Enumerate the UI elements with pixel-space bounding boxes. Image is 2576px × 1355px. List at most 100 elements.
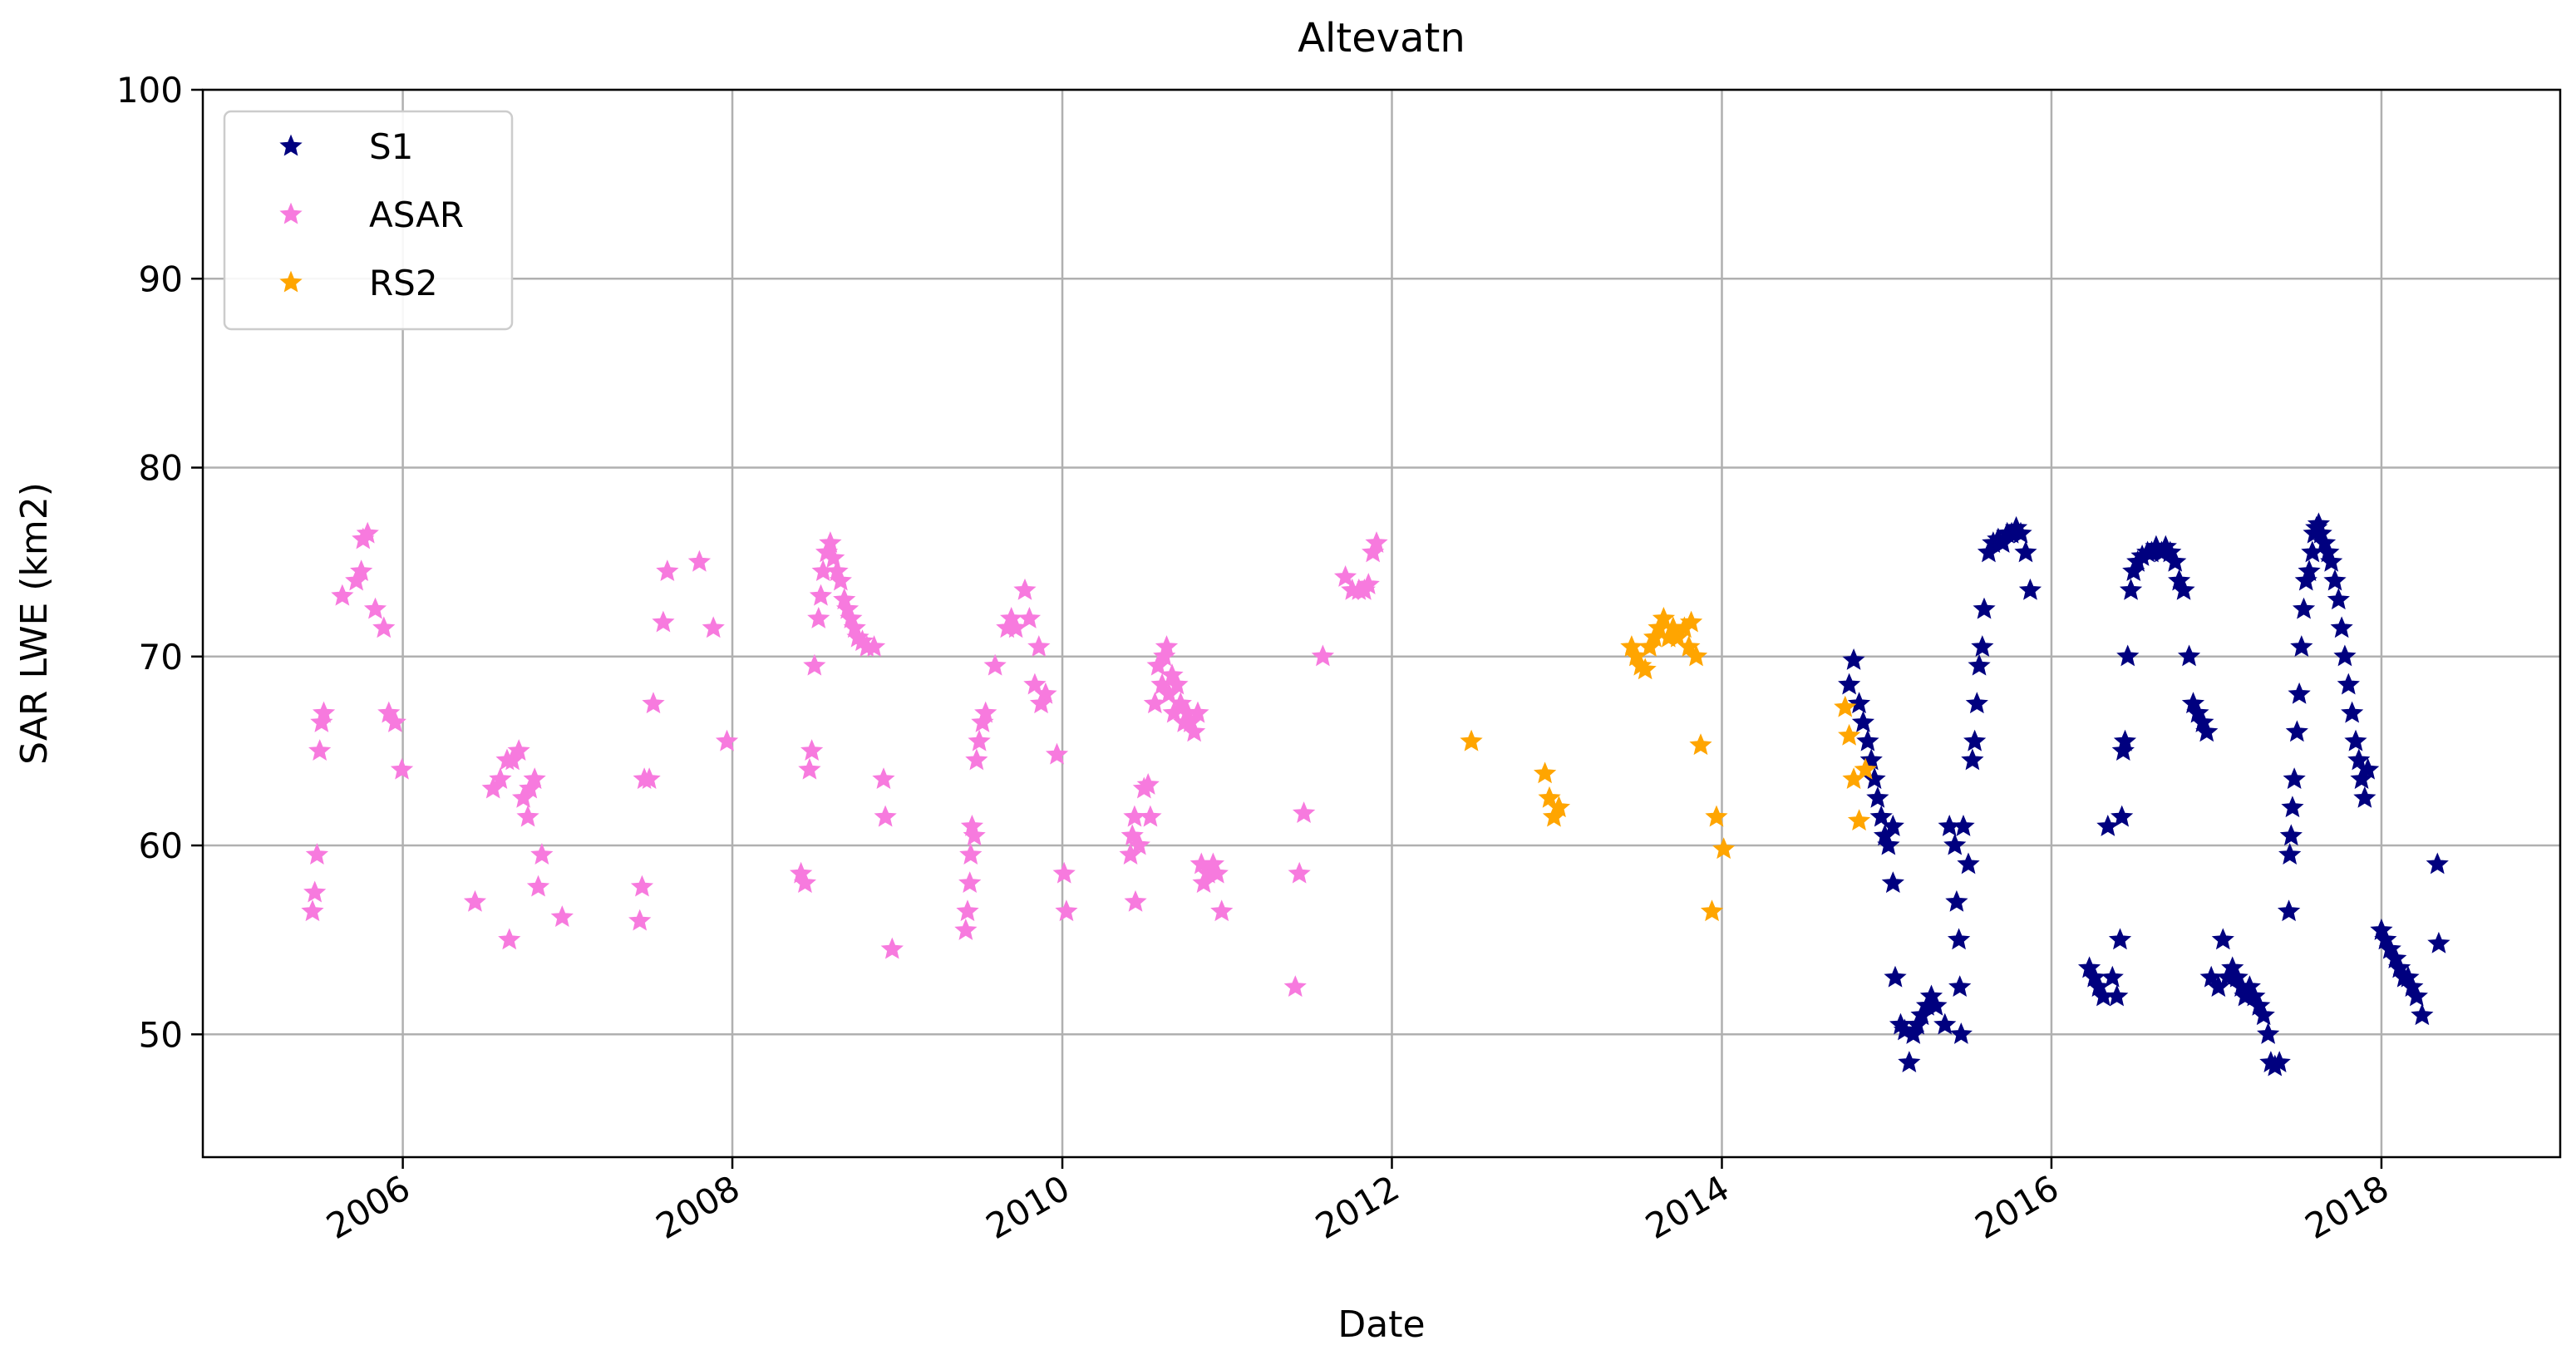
point-s1-12 [1881, 871, 1904, 894]
point-asar-18 [489, 767, 512, 790]
point-s1-122 [2353, 786, 2377, 808]
point-s1-56 [2111, 805, 2134, 827]
point-s1-70 [2164, 549, 2187, 572]
series-asar [301, 521, 1388, 998]
point-s1-100 [2288, 682, 2311, 704]
plot-area-frame [201, 88, 2562, 1159]
point-s1-112 [2320, 549, 2343, 572]
legend-marker-s1 [279, 134, 303, 156]
point-asar-69 [963, 824, 986, 846]
point-asar-78 [1013, 578, 1037, 600]
point-rs2-20 [1689, 733, 1712, 756]
point-s1-10 [1877, 833, 1900, 855]
point-s1-72 [2172, 578, 2195, 600]
point-asar-62 [874, 805, 897, 827]
point-asar-41 [793, 871, 817, 894]
point-rs2-18 [1679, 610, 1703, 633]
point-rs2-2 [1538, 786, 1561, 808]
point-s1-89 [2252, 1003, 2275, 1026]
point-asar-22 [507, 739, 530, 761]
legend-label-asar: ASAR [369, 195, 464, 235]
point-asar-126 [1365, 531, 1388, 553]
point-s1-101 [2290, 635, 2313, 657]
point-s1-90 [2257, 1022, 2280, 1044]
point-rs2-1 [1533, 761, 1557, 784]
point-s1-35 [1968, 653, 1991, 676]
point-asar-29 [550, 905, 574, 927]
point-asar-80 [1023, 673, 1047, 695]
point-asar-34 [642, 692, 665, 714]
point-rs2-8 [1633, 658, 1657, 680]
legend: S1 ASAR RS2 [223, 110, 514, 331]
point-asar-95 [1143, 692, 1166, 714]
point-asar-2 [305, 843, 329, 865]
point-s1-113 [2323, 569, 2347, 591]
point-s1-53 [2101, 965, 2124, 988]
x-axis-label: Date [1337, 1303, 1425, 1346]
point-s1-115 [2330, 616, 2353, 638]
point-asar-28 [530, 843, 554, 865]
point-s1-11 [1881, 814, 1904, 836]
point-rs2-23 [1712, 837, 1736, 860]
point-s1-118 [2341, 701, 2364, 723]
point-asar-46 [809, 584, 833, 606]
point-rs2-27 [1847, 809, 1871, 831]
point-rs2-19 [1684, 644, 1708, 667]
point-asar-17 [481, 776, 505, 799]
point-asar-44 [803, 653, 826, 676]
point-s1-104 [2298, 559, 2321, 582]
point-s1-95 [2278, 843, 2302, 865]
point-s1-45 [2009, 521, 2032, 544]
point-asar-35 [652, 610, 675, 633]
point-s1-60 [2119, 578, 2143, 600]
point-asar-16 [463, 889, 487, 912]
point-asar-73 [974, 701, 997, 723]
point-s1-25 [1943, 833, 1967, 855]
point-s1-59 [2116, 644, 2140, 667]
point-s1-119 [2344, 729, 2367, 751]
point-asar-24 [516, 805, 539, 827]
point-s1-73 [2177, 644, 2201, 667]
point-asar-81 [1027, 635, 1051, 657]
point-asar-103 [1165, 673, 1189, 695]
point-asar-71 [968, 729, 991, 751]
point-s1-13 [1884, 965, 1907, 988]
point-asar-118 [1292, 801, 1316, 823]
point-s1-26 [1945, 889, 1968, 912]
point-asar-114 [1205, 861, 1229, 884]
point-s1-8 [1869, 805, 1893, 827]
point-s1-34 [1965, 692, 1988, 714]
point-rs2-24 [1834, 695, 1857, 717]
chart-title: Altevatn [1298, 15, 1465, 62]
point-s1-55 [2108, 928, 2132, 950]
point-asar-120 [1333, 564, 1357, 587]
point-s1-117 [2337, 673, 2360, 695]
point-s1-31 [1957, 852, 1980, 875]
point-s1-120 [2347, 748, 2371, 771]
point-asar-65 [956, 899, 979, 922]
point-asar-6 [331, 584, 354, 606]
point-s1-46 [2014, 540, 2037, 563]
point-s1-33 [1963, 729, 1987, 751]
grid-lines [203, 88, 2560, 1157]
point-asar-27 [526, 875, 550, 897]
point-s1-3 [1851, 710, 1875, 732]
legend-items: S1 ASAR RS2 [279, 126, 464, 303]
point-s1-52 [2096, 814, 2120, 836]
point-asar-64 [954, 918, 978, 940]
point-asar-1 [303, 880, 327, 903]
point-s1-1 [1842, 648, 1865, 670]
point-asar-83 [1034, 682, 1057, 704]
point-asar-39 [715, 729, 739, 751]
point-asar-42 [798, 757, 821, 780]
point-s1-134 [2426, 852, 2449, 875]
y-tick-label-80: 80 [139, 448, 183, 489]
point-asar-61 [872, 767, 895, 790]
point-asar-84 [1045, 742, 1069, 765]
point-asar-99 [1155, 635, 1179, 657]
point-s1-58 [2113, 729, 2137, 751]
point-s1-132 [2405, 984, 2428, 1007]
point-asar-119 [1311, 644, 1335, 667]
